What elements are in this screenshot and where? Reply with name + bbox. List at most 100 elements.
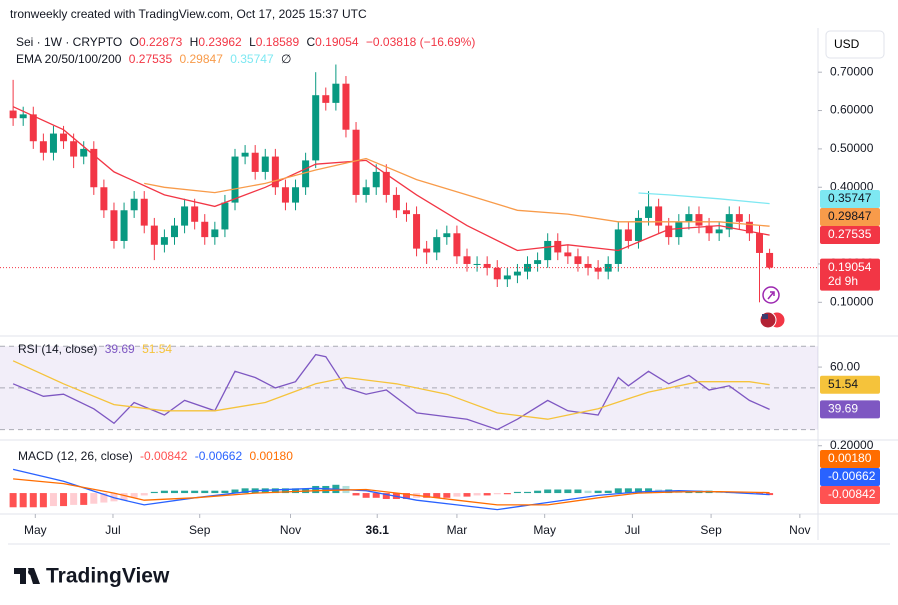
histogram-bar	[201, 490, 209, 494]
histogram-bar	[140, 493, 148, 496]
candle-body	[604, 263, 612, 272]
macd-label: MACD (12, 26, close)	[18, 449, 133, 463]
candle-body	[695, 214, 703, 226]
candle-body	[160, 237, 168, 245]
histogram-bar	[423, 493, 431, 498]
high-value: 0.23962	[198, 35, 242, 49]
candle-body	[281, 187, 289, 203]
histogram-bar	[624, 488, 632, 494]
ohlc-letter: L	[249, 35, 256, 49]
price-tag-label: 0.27535	[828, 227, 872, 241]
price-tag	[820, 208, 880, 227]
histogram-bar	[382, 493, 390, 499]
caption: tronweekly created with TradingView.com,…	[10, 7, 371, 21]
ema-missing: ∅	[280, 52, 292, 66]
macd-legend: MACD (12, 26, close) -0.00842 -0.00662 0…	[18, 449, 297, 463]
candle-body	[140, 198, 148, 226]
candle-body	[755, 233, 763, 253]
caption-text: tronweekly created with TradingView.com,…	[10, 7, 367, 21]
histogram-bar	[503, 493, 511, 495]
candle-body	[524, 263, 532, 272]
candle-body	[402, 210, 410, 215]
histogram-bar	[564, 489, 572, 494]
price-tag-countdown: 2d 9h	[828, 274, 858, 288]
y-tick-label: 0.20000	[830, 438, 874, 452]
x-tick-label: Jul	[105, 523, 120, 537]
macd-value: -0.00662	[194, 449, 243, 463]
histogram-bar	[554, 489, 562, 494]
candle-body	[332, 83, 340, 103]
y-tick-label: 0.60000	[830, 103, 874, 117]
candle-body	[352, 129, 360, 195]
histogram-bar	[534, 490, 542, 494]
rsi-value: 39.69	[104, 342, 135, 356]
histogram-bar	[292, 488, 300, 494]
histogram-bar	[80, 493, 88, 505]
currency-label[interactable]: USD	[834, 37, 860, 51]
histogram-bar	[130, 493, 138, 498]
currency-button[interactable]	[825, 30, 885, 59]
histogram-bar	[181, 490, 189, 494]
candle-body	[584, 263, 592, 268]
candle-body	[645, 206, 653, 218]
price-tag-label: 51.54	[828, 377, 858, 391]
price-tag-label: -0.00842	[828, 487, 876, 501]
histogram-bar	[594, 490, 602, 494]
x-tick-label: 36.1	[366, 523, 390, 537]
candle-body	[170, 225, 178, 238]
histogram-bar	[160, 490, 168, 494]
candle-body	[110, 210, 118, 241]
histogram-bar	[524, 491, 532, 494]
candle-body	[443, 233, 451, 238]
candle-body	[503, 275, 511, 280]
y-tick-label: 0.10000	[830, 294, 874, 308]
close-value: 0.19054	[315, 35, 359, 49]
candle-body	[745, 221, 753, 234]
logo-dot	[28, 569, 34, 575]
histogram-bar	[90, 493, 98, 504]
candle-body	[49, 133, 57, 153]
x-tick-label: May	[533, 523, 556, 537]
indicator-line	[12, 468, 770, 511]
candle-body	[261, 156, 269, 172]
candle-body	[302, 160, 310, 188]
histogram-bar	[645, 488, 653, 494]
candle-body	[362, 187, 370, 195]
candle-body	[271, 156, 279, 188]
x-tick-label: Sep	[700, 523, 722, 537]
price-tag	[820, 375, 880, 394]
symbol-legend: Sei · 1W · CRYPTO O0.22873 H0.23962 L0.1…	[16, 35, 479, 49]
histogram-bar	[9, 493, 17, 508]
ema-value: 0.27535	[128, 52, 173, 66]
ohlc-letter: C	[306, 35, 316, 49]
open-value: 0.22873	[138, 35, 183, 49]
histogram-bar	[100, 493, 108, 503]
price-tag-label: 0.35747	[828, 191, 872, 205]
candle-body	[191, 206, 199, 222]
candle-body	[665, 225, 673, 238]
histogram-bar	[211, 490, 219, 494]
candle-body	[413, 214, 421, 249]
x-tick-label: Sep	[189, 523, 211, 537]
candle-body	[322, 95, 330, 103]
histogram-bar	[402, 493, 410, 499]
candle-body	[423, 248, 431, 253]
change-value: −0.03818 (−16.69%)	[365, 35, 476, 49]
flag-canton	[762, 314, 768, 319]
histogram-bar	[473, 493, 481, 496]
candle-body	[574, 256, 582, 264]
candle-body	[19, 114, 27, 119]
price-tag	[820, 450, 880, 469]
candle-body	[342, 83, 350, 130]
histogram-bar	[39, 493, 47, 508]
candle-body	[150, 225, 158, 245]
histogram-bar	[584, 490, 592, 494]
signal-value: 0.00180	[249, 449, 293, 463]
low-value: 0.18589	[255, 35, 300, 49]
x-tick-label: Jul	[625, 523, 640, 537]
candle-body	[564, 252, 572, 257]
histogram-bar	[463, 493, 471, 497]
histogram-bar	[443, 493, 451, 498]
indicator-line	[13, 478, 770, 506]
candle-body	[39, 141, 47, 153]
